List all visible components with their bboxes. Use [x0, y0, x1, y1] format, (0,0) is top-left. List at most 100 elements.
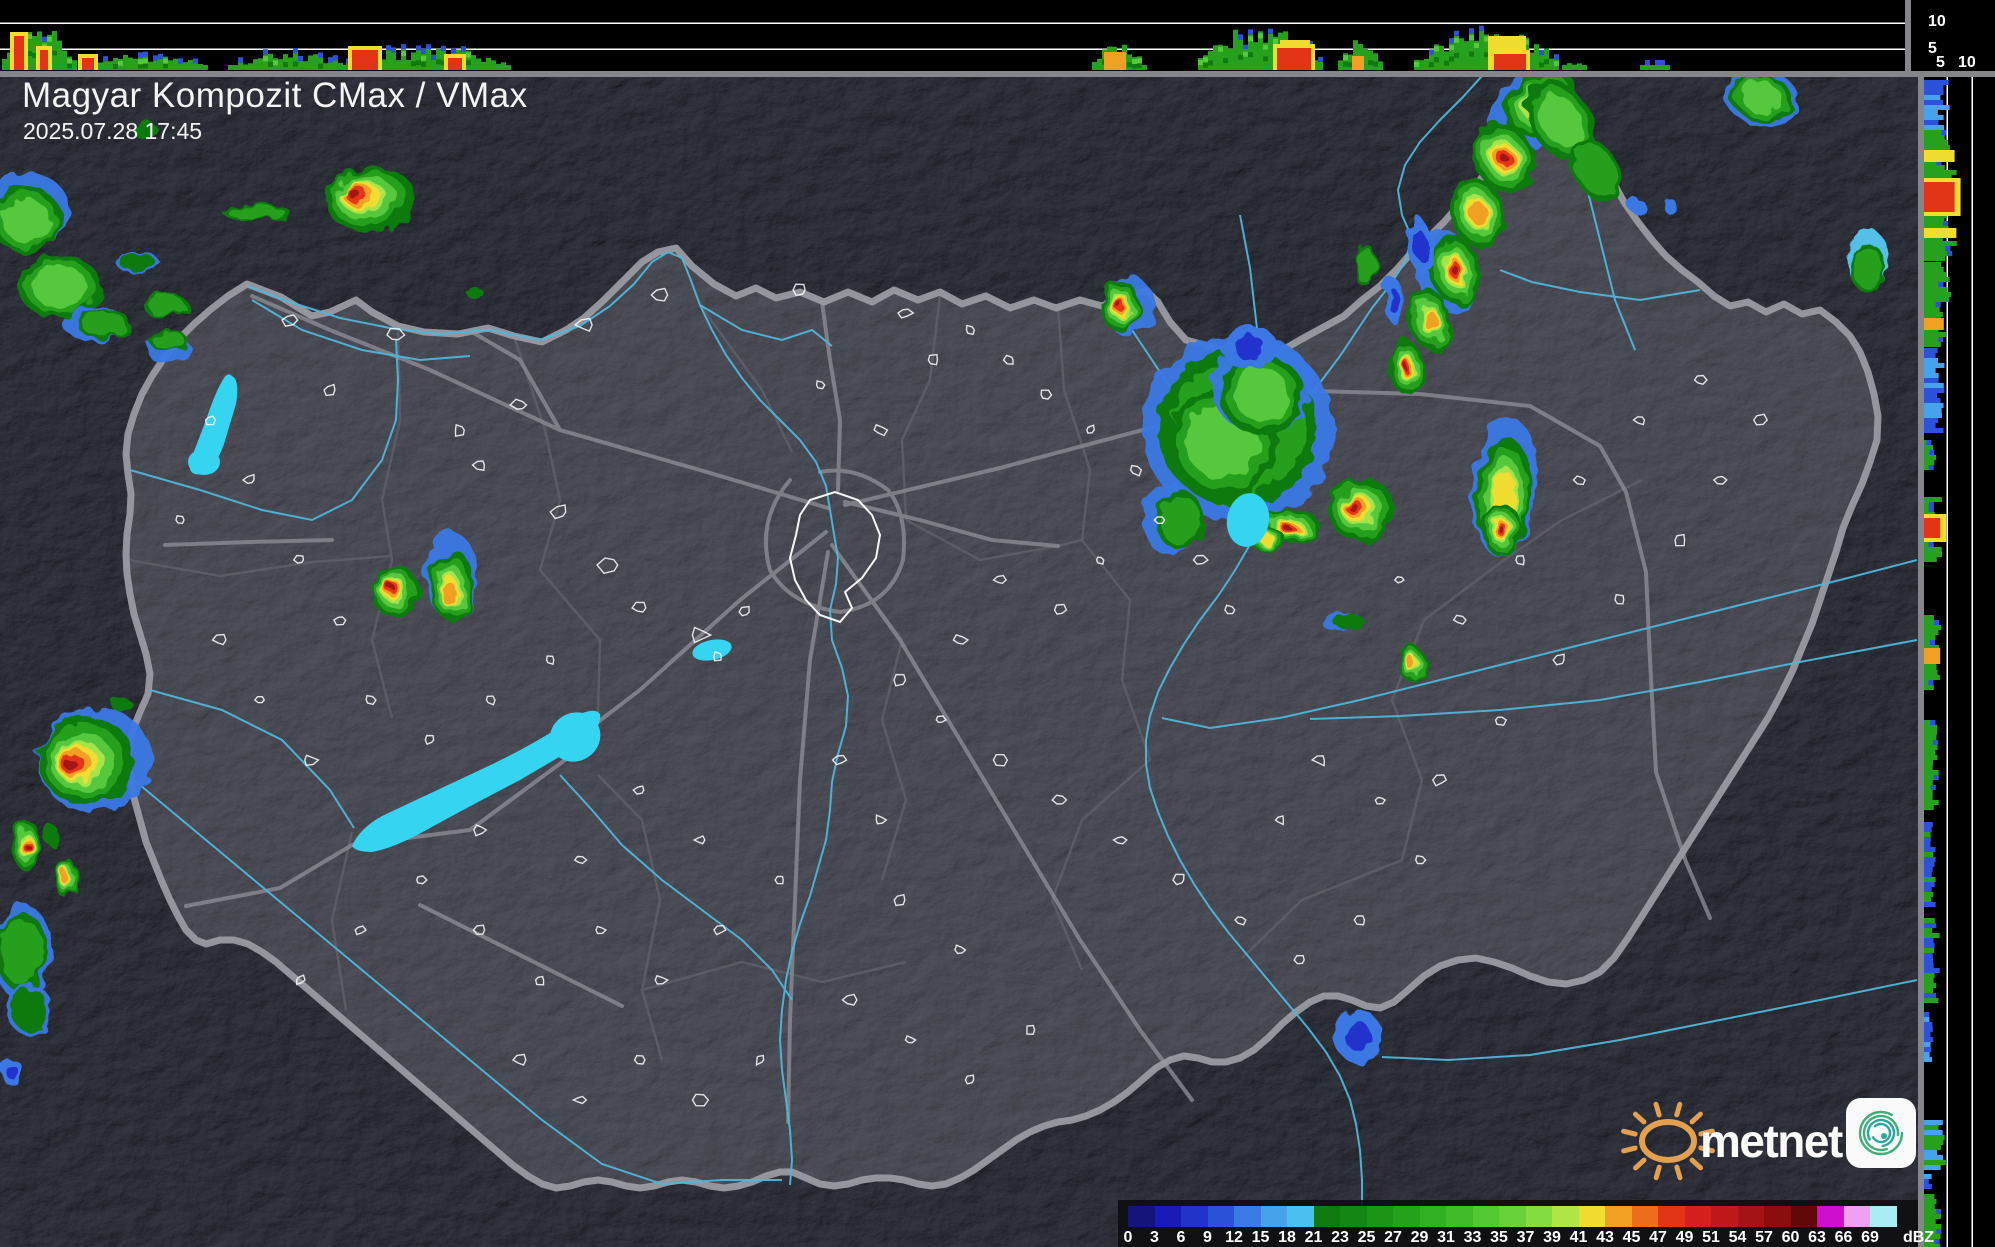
- radar-cell: [56, 857, 76, 899]
- legend-swatch-12: [1234, 1206, 1261, 1227]
- legend-swatch-57: [1764, 1206, 1791, 1227]
- lake-velence: [692, 639, 732, 661]
- right-profile-strip: [1924, 77, 1995, 1247]
- top-axis-label-5: 5: [1928, 40, 1937, 57]
- legend-swatch-45: [1631, 1206, 1658, 1227]
- radar-cell: [18, 256, 102, 318]
- page-title: Magyar Kompozit CMax / VMax: [22, 76, 528, 115]
- frame-bar-corner: [1905, 0, 1911, 77]
- radar-cell: [1099, 276, 1155, 336]
- radar-cell: [1663, 199, 1677, 213]
- legend-tick-3: 3: [1150, 1229, 1159, 1246]
- legend-unit-label: dBZ: [1902, 1229, 1935, 1246]
- radar-cell: [7, 984, 53, 1036]
- top-10km-line: [0, 22, 1905, 24]
- top-5km-line: [0, 48, 1905, 50]
- radar-cell: [0, 904, 52, 1000]
- legend-swatch-66: [1843, 1206, 1870, 1227]
- radar-cell: [1399, 646, 1425, 682]
- radar-cell: [37, 707, 153, 813]
- legend-swatch-35: [1499, 1206, 1526, 1227]
- legend-swatch-49: [1684, 1206, 1711, 1227]
- radar-cell: [1450, 177, 1506, 249]
- river-danube: [246, 250, 850, 1186]
- radar-cell: [115, 251, 159, 273]
- radar-cell: [11, 820, 41, 870]
- hungary-border: [122, 86, 1882, 1192]
- right-10km-line: [1971, 77, 1973, 1247]
- right-axis-label-10: 10: [1958, 54, 1976, 71]
- legend-swatch-31: [1446, 1206, 1473, 1227]
- right-5km-line: [1946, 77, 1948, 1247]
- radar-cell: [326, 167, 416, 233]
- radar-cell: [45, 825, 59, 847]
- legend-swatch-3: [1154, 1206, 1181, 1227]
- legend-swatch-9: [1207, 1206, 1234, 1227]
- legend-tick-47: 47: [1649, 1229, 1667, 1246]
- legend-tick-60: 60: [1781, 1229, 1800, 1246]
- legend-tick-35: 35: [1490, 1229, 1508, 1246]
- legend-swatch-29: [1419, 1206, 1446, 1227]
- radar-cell: [62, 307, 131, 341]
- legend-tick-41: 41: [1569, 1229, 1588, 1246]
- legend-tick-69: 69: [1861, 1229, 1879, 1246]
- radar-cell: [144, 293, 188, 319]
- map-area: [0, 77, 1918, 1247]
- spiral-logo-icon: [1846, 1098, 1916, 1168]
- legend-tick-25: 25: [1357, 1229, 1376, 1246]
- radar-cell: [1383, 278, 1403, 322]
- legend-tick-54: 54: [1728, 1229, 1747, 1246]
- legend-swatch-54: [1737, 1206, 1764, 1227]
- legend-swatch-51: [1711, 1206, 1738, 1227]
- legend-swatch-0: [1128, 1206, 1155, 1227]
- legend-swatches: [1128, 1206, 1897, 1227]
- radar-cell: [372, 566, 420, 618]
- radar-cell: [1142, 484, 1204, 556]
- radar-cell: [1629, 198, 1645, 214]
- legend-tick-23: 23: [1331, 1229, 1349, 1246]
- legend-tick-29: 29: [1410, 1229, 1429, 1246]
- radar-cell: [1222, 326, 1278, 370]
- radar-cell: [1415, 229, 1481, 315]
- legend-swatch-21: [1313, 1206, 1340, 1227]
- legend-tick-15: 15: [1251, 1229, 1270, 1246]
- legend-swatch-41: [1578, 1206, 1605, 1227]
- legend-tick-27: 27: [1384, 1229, 1402, 1246]
- legend-tick-49: 49: [1675, 1229, 1694, 1246]
- radar-cell: [1323, 612, 1365, 634]
- river-tisza: [1145, 77, 1483, 1241]
- radar-cell: [1335, 1009, 1381, 1063]
- metnet-wordmark: metnet: [1700, 1115, 1843, 1167]
- top-profile-strip: [0, 0, 1905, 71]
- settlement-outlines: [175, 283, 1769, 1107]
- legend-swatch-63: [1817, 1206, 1844, 1227]
- legend-swatch-23: [1340, 1206, 1367, 1227]
- radar-cell: [133, 123, 159, 139]
- legend-tick-18: 18: [1278, 1229, 1296, 1246]
- legend-swatch-43: [1605, 1206, 1632, 1227]
- legend-tick-63: 63: [1808, 1229, 1826, 1246]
- legend-swatch-33: [1472, 1206, 1499, 1227]
- legend-tick-33: 33: [1463, 1229, 1482, 1246]
- lake-tisza: [1226, 493, 1270, 547]
- lake-balaton: [352, 710, 601, 852]
- legend-tick-57: 57: [1755, 1229, 1773, 1246]
- radar-cell: [1, 1059, 23, 1085]
- radar-cell: [1406, 215, 1434, 275]
- legend-tick-37: 37: [1516, 1229, 1535, 1246]
- legend-swatch-25: [1366, 1206, 1393, 1227]
- legend-tick-12: 12: [1225, 1229, 1243, 1246]
- legend-tick-6: 6: [1176, 1229, 1186, 1246]
- legend-tick-66: 66: [1834, 1229, 1853, 1246]
- radar-cell: [0, 171, 70, 253]
- top-axis-label-10: 10: [1928, 13, 1946, 30]
- radar-cell: [1388, 340, 1426, 396]
- radar-cell: [1472, 123, 1536, 193]
- legend-tick-31: 31: [1437, 1229, 1455, 1246]
- legend-tick-9: 9: [1203, 1229, 1212, 1246]
- legend-swatch-39: [1552, 1206, 1579, 1227]
- radar-cell: [112, 695, 130, 713]
- radar-cell: [222, 203, 290, 221]
- legend-swatch-15: [1260, 1206, 1287, 1227]
